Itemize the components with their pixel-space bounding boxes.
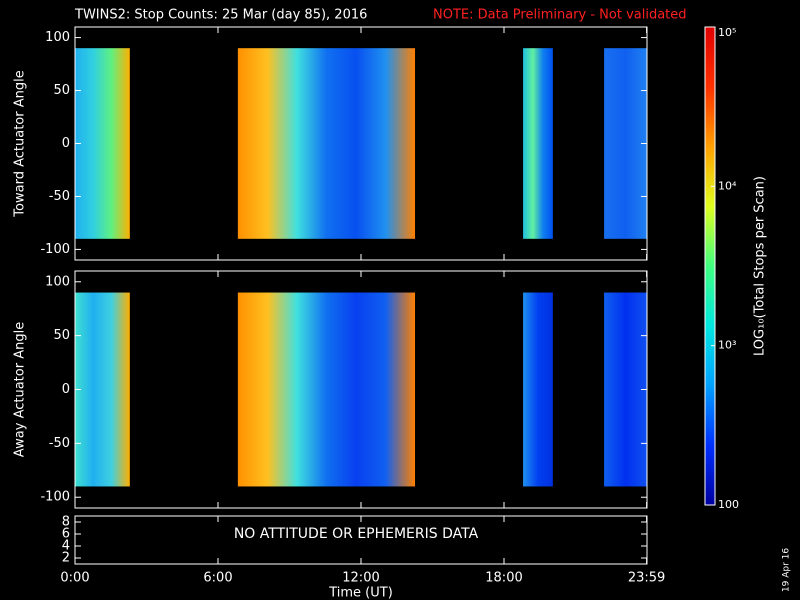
- x-axis-label: Time (UT): [328, 586, 393, 600]
- x-tick-label: 6:00: [203, 571, 232, 586]
- y-tick-label: 100: [45, 30, 70, 45]
- y-tick-label: -50: [49, 189, 70, 204]
- x-tick-label: 0:00: [60, 571, 89, 586]
- heatmap-block: [523, 292, 553, 487]
- colorbar-tick-label: 100: [718, 498, 739, 511]
- y-tick-label: 6: [62, 527, 70, 542]
- colorbar-tick-label: 10³: [718, 339, 736, 352]
- y-tick-label: 50: [53, 328, 70, 343]
- heatmap-block: [75, 292, 130, 487]
- x-tick-label: 12:00: [342, 571, 379, 586]
- heatmap-block: [523, 48, 553, 239]
- heatmap-block: [604, 48, 647, 239]
- y-tick-label: 0: [62, 382, 70, 397]
- y-tick-label: -100: [40, 242, 70, 257]
- y-axis-label: Toward Actuator Angle: [13, 70, 28, 217]
- x-tick-label: 23:59: [628, 571, 665, 586]
- heatmap-block: [604, 292, 647, 487]
- chart-title: TWINS2: Stop Counts: 25 Mar (day 85), 20…: [74, 8, 367, 23]
- colorbar-tick-label: 10⁴: [718, 179, 737, 192]
- y-tick-label: 50: [53, 83, 70, 98]
- y-tick-label: 0: [62, 136, 70, 151]
- heatmap-block: [237, 292, 416, 487]
- colorbar: [704, 26, 716, 506]
- y-tick-label: 8: [62, 515, 70, 530]
- x-tick-label: 18:00: [485, 571, 522, 586]
- y-tick-label: 2: [62, 551, 70, 566]
- colorbar-tick-label: 10⁵: [718, 26, 736, 39]
- heatmap-block: [237, 48, 416, 239]
- heatmap-block: [75, 48, 130, 239]
- y-axis-label: Away Actuator Angle: [13, 322, 28, 457]
- y-tick-label: 4: [62, 539, 70, 554]
- colorbar-label: LOG₁₀(Total Stops per Scan): [753, 176, 768, 356]
- y-tick-label: -50: [49, 436, 70, 451]
- y-tick-label: -100: [40, 490, 70, 505]
- annotation: NO ATTITUDE OR EPHEMERIS DATA: [234, 526, 479, 542]
- note: NOTE: Data Preliminary - Not validated: [433, 8, 687, 23]
- y-tick-label: 100: [45, 274, 70, 289]
- date-stamp: 19 Apr 16: [782, 548, 792, 592]
